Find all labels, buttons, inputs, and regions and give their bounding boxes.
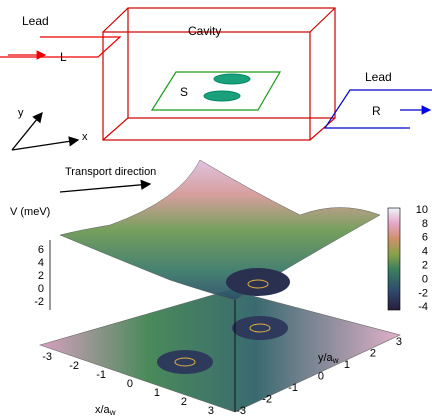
- colorbar-tick-label: 0: [422, 273, 428, 285]
- y-tick-label: 1: [344, 359, 350, 371]
- surface-well: [226, 268, 290, 296]
- x-tick-label: -2: [69, 360, 79, 372]
- z-tick-label: 0: [38, 283, 44, 295]
- lead-label: R: [372, 104, 381, 118]
- colorbar-tick-label: 10: [416, 204, 428, 216]
- floor: [40, 290, 400, 412]
- colorbar-tick-label: 4: [422, 246, 428, 258]
- x-tick-label: -3: [42, 351, 52, 363]
- floor-well: [157, 350, 213, 374]
- lead-label: L: [60, 50, 67, 64]
- z-tick-label: 2: [38, 270, 44, 282]
- z-tick-label: -2: [34, 296, 44, 308]
- lead-title: Lead: [365, 70, 392, 84]
- axes-arrows: [12, 113, 150, 192]
- transport-label: Transport direction: [65, 166, 156, 178]
- y-tick-label: 0: [318, 370, 324, 382]
- x-tick-label: 2: [181, 396, 187, 408]
- colorbar-tick-label: 2: [422, 260, 428, 272]
- y-label-sub: w: [332, 356, 339, 365]
- colorbar-tick-label: -4: [418, 301, 428, 313]
- z-label: V (meV): [10, 206, 50, 218]
- x-label-sub: w: [109, 408, 116, 417]
- colorbar-tick-label: 6: [422, 232, 428, 244]
- x-tick-label: -1: [96, 369, 106, 381]
- figure: Cavity S Lead L Lead R x y Transport dir…: [0, 0, 432, 420]
- x-label: x/aw: [95, 404, 116, 417]
- floor-well: [232, 316, 288, 340]
- dot: [204, 91, 240, 101]
- x-tick-label: 1: [154, 387, 160, 399]
- x-tick-label: 0: [127, 378, 133, 390]
- y-label-text: y/a: [318, 352, 334, 364]
- z-tick-label: 6: [38, 244, 44, 256]
- y-tick-label: 3: [396, 336, 402, 348]
- x-tick-label: 3: [208, 405, 214, 417]
- colorbar: [388, 208, 400, 310]
- y-tick-label: 2: [370, 347, 376, 359]
- axis-x: x: [82, 131, 88, 143]
- colorbar-tick-label: -2: [418, 287, 428, 299]
- surface: [60, 160, 380, 300]
- dot: [214, 74, 250, 84]
- y-tick-label: -1: [288, 382, 298, 394]
- axis-y: y: [18, 107, 24, 119]
- cavity-label: Cavity: [188, 24, 221, 38]
- y-tick-label: -3: [236, 405, 246, 417]
- colorbar-tick-label: 8: [422, 218, 428, 230]
- y-tick-label: -2: [262, 393, 272, 405]
- z-tick-label: 4: [38, 257, 44, 269]
- x-label-text: x/a: [95, 404, 111, 416]
- sample-label: S: [180, 85, 188, 99]
- lead-title: Lead: [22, 14, 49, 28]
